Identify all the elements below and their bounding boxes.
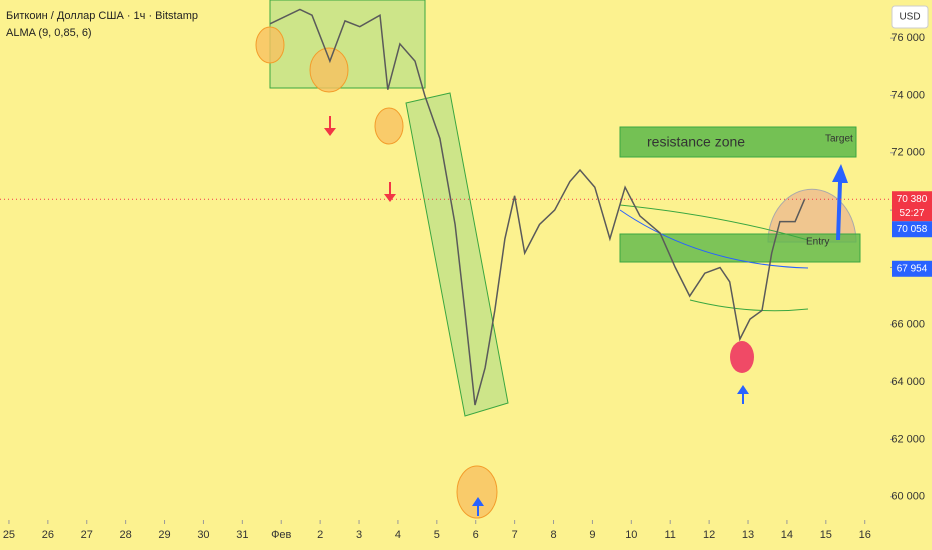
x-tick-label: 4 (395, 529, 401, 541)
x-tick-label: Фев (271, 529, 291, 541)
y-tick-label: 60 000 (891, 491, 925, 503)
x-tick-label: 2 (317, 529, 323, 541)
circle (730, 341, 754, 373)
band-line (689, 299, 809, 312)
alma-line (619, 209, 809, 269)
countdown: 52:27 (899, 208, 924, 219)
x-tick-label: 3 (356, 529, 362, 541)
y-tick-label: 72 000 (891, 147, 925, 159)
y-tick-label: 76 000 (891, 32, 925, 44)
x-tick-label: 13 (742, 529, 754, 541)
annotation: Entry (806, 237, 829, 248)
x-tick-label: 6 (473, 529, 479, 541)
channel (405, 92, 509, 417)
x-tick-label: 31 (236, 529, 248, 541)
arrow-up (737, 385, 749, 404)
price-label: 67 954 (897, 263, 928, 274)
x-tick-label: 28 (120, 529, 132, 541)
y-tick-label: 62 000 (891, 433, 925, 445)
x-tick-label: 29 (158, 529, 170, 541)
circle (374, 107, 404, 145)
annotation: resistance zone (647, 134, 745, 150)
symbol: Биткоин / Доллар США · 1ч · Bitstamp (6, 10, 198, 22)
x-tick-label: 27 (81, 529, 93, 541)
price-label-box (892, 260, 932, 277)
y-tick-label: 64 000 (891, 376, 925, 388)
entry-zone (619, 233, 861, 263)
arrow-up (472, 497, 484, 516)
band-line (619, 204, 809, 241)
x-tick-label: 15 (820, 529, 832, 541)
arrow-down (324, 116, 336, 136)
resistance-zone (619, 126, 857, 158)
circle (255, 26, 285, 64)
x-tick-label: 12 (703, 529, 715, 541)
y-tick-label: 74 000 (891, 89, 925, 101)
x-tick-label: 9 (589, 529, 595, 541)
x-tick-label: 14 (781, 529, 793, 541)
x-tick-label: 25 (3, 529, 15, 541)
x-tick-label: 10 (625, 529, 637, 541)
price-label-box (892, 221, 932, 238)
currency-box[interactable] (891, 5, 929, 29)
x-tick-label: 7 (512, 529, 518, 541)
price-label-box (892, 191, 932, 222)
x-tick-label: 8 (550, 529, 556, 541)
x-tick-label: 5 (434, 529, 440, 541)
circle (309, 47, 349, 93)
price-label: 70 380 (897, 194, 928, 205)
circle (456, 465, 498, 519)
x-tick-label: 11 (665, 529, 676, 541)
target-arrow (832, 164, 848, 240)
arc (767, 188, 857, 243)
price-label: 70 058 (897, 224, 928, 235)
y-tick-label: 66 000 (891, 319, 925, 331)
annotation: Target (825, 134, 853, 145)
indicator: ALMA (9, 0,85, 6) (6, 27, 92, 39)
arrow-down (384, 182, 396, 202)
x-tick-label: 30 (197, 529, 209, 541)
x-tick-label: 26 (42, 529, 54, 541)
currency: USD (899, 12, 920, 23)
x-tick-label: 16 (859, 529, 871, 541)
price-line (269, 8, 806, 406)
